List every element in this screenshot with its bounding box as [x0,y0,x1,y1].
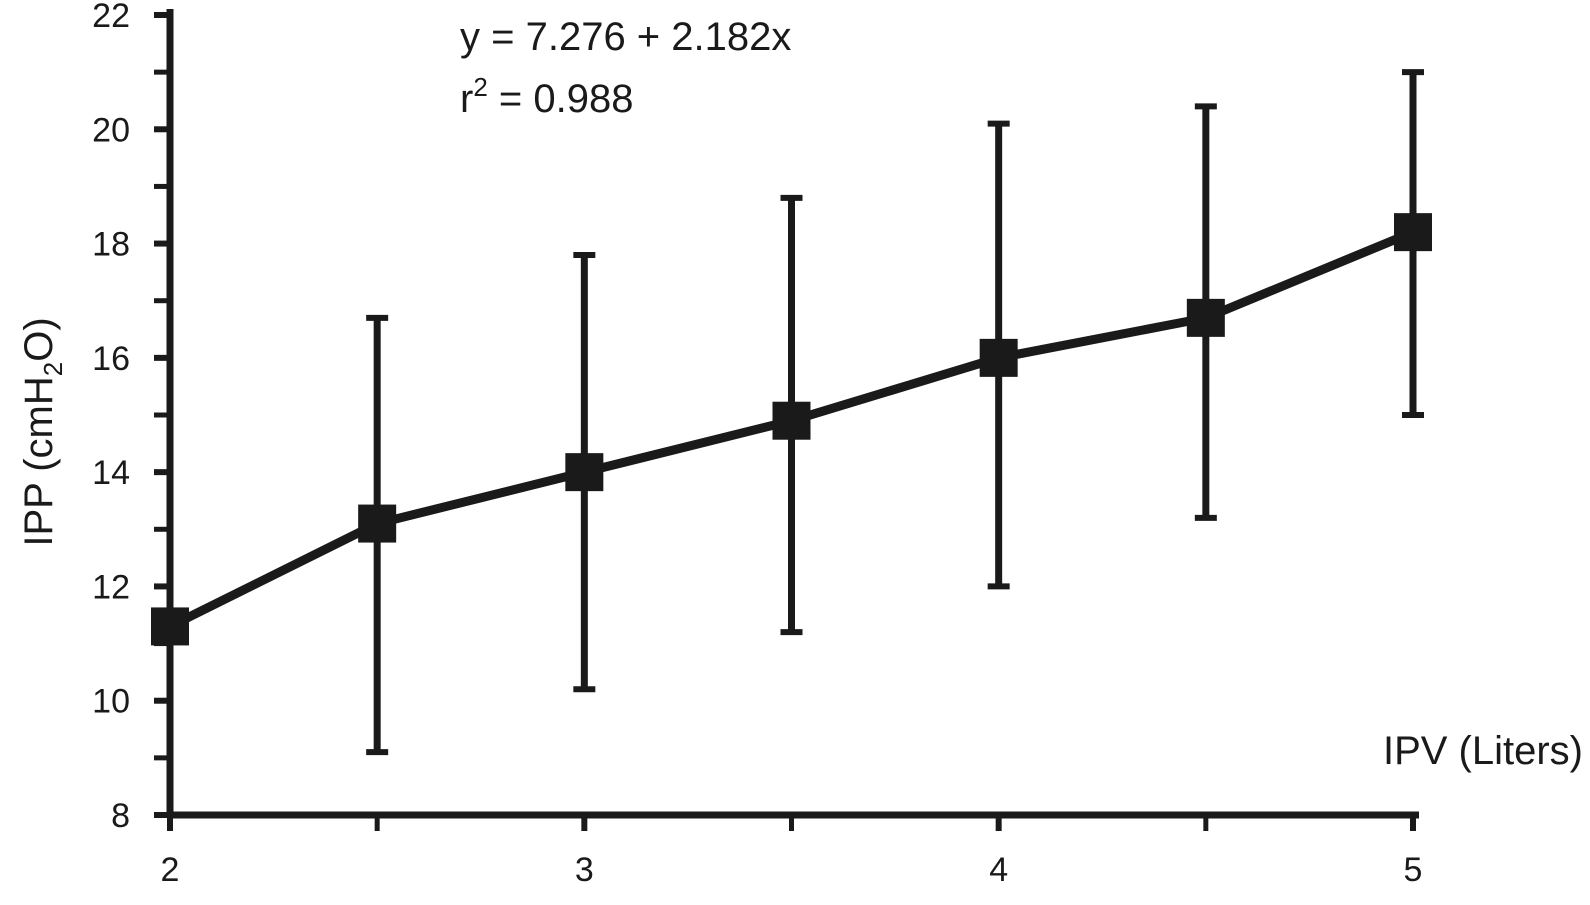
y-tick-label: 22 [92,0,130,35]
y-ticks: 8 10 12 14 16 18 20 22 [92,0,170,835]
y-axis-title: IPP (cmH2O) [17,317,68,546]
data-point-marker [358,504,397,543]
x-ticks: 2 3 4 5 [161,815,1423,889]
data-point-marker [151,607,189,646]
y-axis-title-main: IPP (cmH [17,376,61,546]
r-squared-superscript: 2 [473,72,487,102]
x-tick-label: 4 [989,851,1008,889]
y-tick-label: 20 [92,111,130,149]
y-tick-label: 10 [92,683,130,721]
regression-equation: y = 7.276 + 2.182x [460,15,791,59]
r-squared-label: r2 = 0.988 [460,72,633,121]
y-tick-label: 8 [111,797,130,835]
x-tick-label: 2 [161,851,180,889]
data-point-marker [1394,213,1432,252]
data-point-marker [1186,298,1225,337]
y-tick-label: 14 [92,454,130,492]
r-squared-r: r [460,77,473,121]
x-tick-label: 5 [1404,851,1423,889]
x-tick-label: 3 [575,851,594,889]
data-point-marker [979,338,1018,377]
data-point-marker [565,453,604,492]
r-squared-value: = 0.988 [488,77,634,121]
x-axis-title: IPV (Liters) [1383,729,1583,773]
y-axis-title-subscript: 2 [38,362,68,376]
y-tick-label: 12 [92,568,130,606]
y-axis-title-end: O) [17,317,61,361]
data-series [151,69,1432,756]
data-point-marker [772,401,811,440]
y-tick-label: 16 [92,340,130,378]
y-tick-label: 18 [92,226,130,264]
